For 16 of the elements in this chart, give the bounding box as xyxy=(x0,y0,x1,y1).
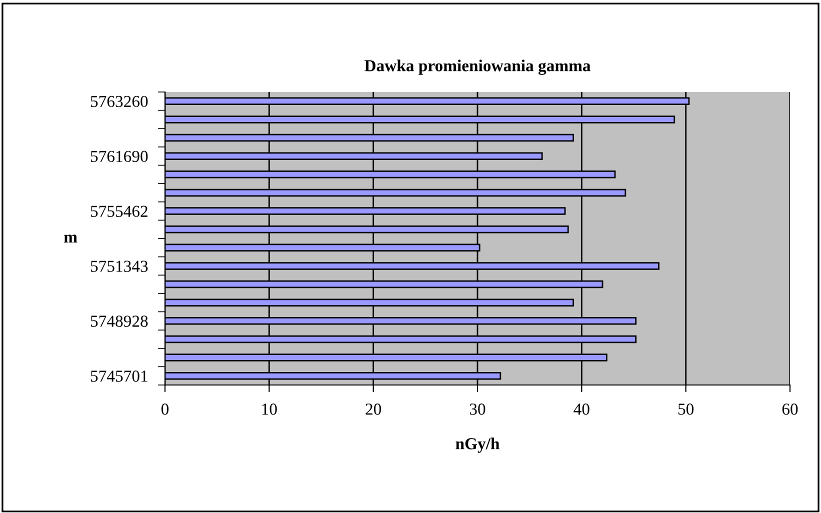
x-tick-label: 60 xyxy=(782,404,798,415)
y-tick-label: 5763260 xyxy=(90,96,148,108)
x-tick-label: 0 xyxy=(161,404,169,415)
x-tick-label: 10 xyxy=(262,404,277,415)
y-tick-label: 5748928 xyxy=(90,316,148,327)
x-axis-title: nGy/h xyxy=(456,438,500,453)
x-tick-label: 50 xyxy=(678,404,694,415)
y-axis-title: m xyxy=(64,234,78,243)
y-tick-label: 5745701 xyxy=(90,370,148,382)
y-tick-label: 5751343 xyxy=(90,260,148,272)
x-tick-label: 20 xyxy=(366,404,382,415)
x-tick-label: 30 xyxy=(470,404,486,415)
chart-title: Dawka promieniowania gamma xyxy=(364,60,591,75)
x-tick-label: 40 xyxy=(574,404,590,415)
y-tick-label: 5761690 xyxy=(90,150,148,162)
y-tick-label: 5755462 xyxy=(90,206,148,217)
